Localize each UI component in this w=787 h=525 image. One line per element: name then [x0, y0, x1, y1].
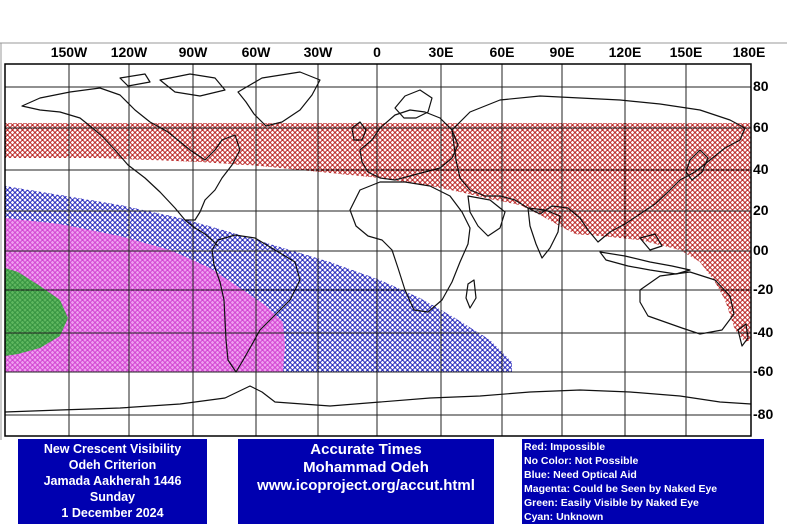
madagascar-outline — [465, 279, 477, 309]
south-america-outline — [211, 234, 301, 373]
asia-outline — [451, 95, 746, 243]
lon-label-30e: 30E — [428, 44, 454, 60]
legend-box: Red: Impossible No Color: Not Possible B… — [522, 439, 764, 524]
world-map — [0, 42, 787, 440]
info-criterion: Odeh Criterion — [68, 458, 157, 472]
british-isles-outline — [351, 121, 367, 141]
visibility-zones — [5, 123, 751, 372]
central-america-outline — [184, 219, 219, 247]
japan-outline — [685, 149, 709, 181]
new-zealand-outline — [737, 323, 749, 347]
info-date: 1 December 2024 — [61, 506, 164, 520]
north-america-outline — [21, 87, 241, 221]
lat-label-00: 00 — [753, 242, 769, 258]
legend-no-color: No Color: Not Possible — [524, 455, 639, 467]
lon-label-60e: 60E — [489, 44, 515, 60]
lat-label-60: 60 — [753, 119, 769, 135]
lon-label-60w: 60W — [241, 44, 271, 60]
africa-outline — [349, 181, 471, 313]
graticule — [5, 64, 751, 436]
legend-cyan: Cyan: Unknown — [524, 511, 604, 523]
lat-label-minus60: -60 — [753, 363, 774, 379]
india-outline — [527, 207, 561, 259]
lon-label-90w: 90W — [178, 44, 208, 60]
map-border — [4, 63, 752, 437]
lon-label-180e: 180E — [732, 44, 766, 60]
credit-box: Accurate Times Mohammad Odeh www.icoproj… — [238, 439, 494, 524]
australia-outline — [639, 271, 735, 335]
lat-label-80: 80 — [753, 78, 769, 94]
lon-label-0: 0 — [373, 44, 381, 60]
zone-impossible — [5, 123, 751, 342]
lon-label-120e: 120E — [608, 44, 642, 60]
lon-label-90e: 90E — [549, 44, 575, 60]
visibility-info-box: New Crescent Visibility Odeh Criterion J… — [18, 439, 207, 524]
credit-url: www.icoproject.org/accut.html — [257, 477, 475, 494]
legend-red: Red: Impossible — [524, 441, 606, 453]
legend-magenta: Magenta: Could be Seen by Naked Eye — [524, 483, 718, 495]
scandinavia-outline — [394, 89, 433, 119]
antarctica-outline — [4, 385, 752, 413]
lon-label-150w: 150W — [50, 44, 88, 60]
arabia-outline — [467, 195, 506, 237]
indonesia-outline — [599, 233, 691, 275]
legend-blue: Blue: Need Optical Aid — [524, 469, 637, 481]
lat-label-minus80: -80 — [753, 406, 774, 422]
lat-label-minus40: -40 — [753, 324, 774, 340]
credit-author: Mohammad Odeh — [303, 459, 429, 476]
info-month: Jamada Aakherah 1446 — [43, 474, 182, 488]
info-weekday: Sunday — [89, 490, 136, 504]
legend-green: Green: Easily Visible by Naked Eye — [524, 497, 699, 509]
lat-label-minus20: -20 — [753, 281, 774, 297]
lon-label-150e: 150E — [669, 44, 703, 60]
credit-software: Accurate Times — [310, 441, 422, 458]
lon-label-120w: 120W — [110, 44, 148, 60]
lat-label-20: 20 — [753, 202, 769, 218]
info-title: New Crescent Visibility — [43, 442, 182, 456]
coastlines — [4, 71, 752, 413]
lon-label-30w: 30W — [303, 44, 333, 60]
lat-label-40: 40 — [753, 161, 769, 177]
greenland-outline — [237, 71, 321, 127]
arctic-islands-outline — [119, 73, 226, 97]
